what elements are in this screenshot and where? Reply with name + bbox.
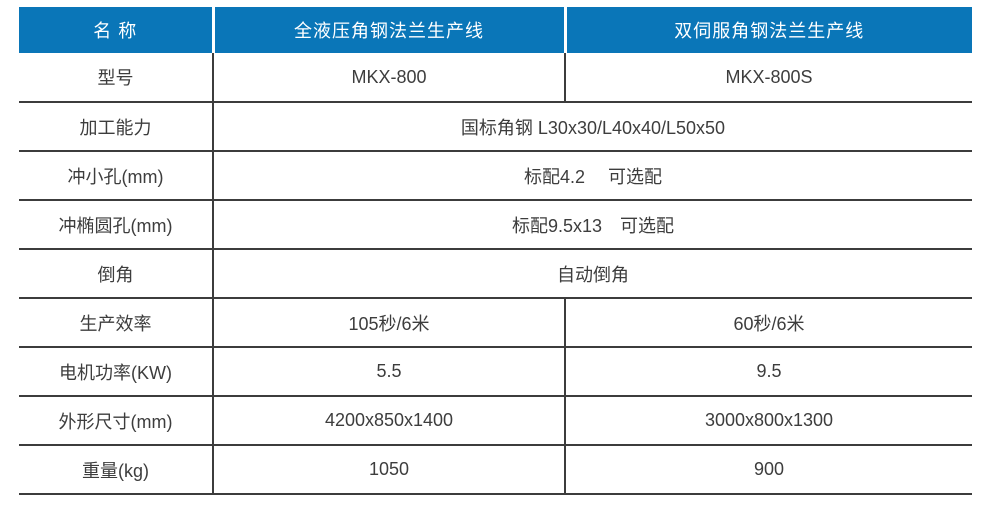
value-product1: 1050 [213,445,565,495]
table-row-weight: 重量(kg) 1050 900 [19,445,972,495]
value-product2: 60秒/6米 [564,298,972,348]
header-product2-cell: 双伺服角钢法兰生产线 [563,7,972,53]
spec-table: 名 称 全液压角钢法兰生产线 双伺服角钢法兰生产线 型号 MKX-800 MKX… [19,7,972,495]
row-label: 生产效率 [19,298,214,348]
value-product1: 105秒/6米 [213,298,565,348]
table-row-capacity: 加工能力 国标角钢 L30x30/L40x40/L50x50 [19,102,972,152]
value-product1: 4200x850x1400 [213,396,565,446]
row-label: 倒角 [19,249,214,299]
value-product2: 900 [564,445,972,495]
value-merged: 标配4.2 可选配 [213,151,972,201]
row-label: 冲小孔(mm) [19,151,214,201]
value-product2: MKX-800S [564,53,972,103]
value-merged: 自动倒角 [213,249,972,299]
table-row-small-hole: 冲小孔(mm) 标配4.2 可选配 [19,151,972,201]
value-product2: 3000x800x1300 [564,396,972,446]
value-product1: 5.5 [213,347,565,397]
row-label: 型号 [19,53,214,103]
header-row: 名 称 全液压角钢法兰生产线 双伺服角钢法兰生产线 [19,7,972,53]
header-product1-cell: 全液压角钢法兰生产线 [211,7,565,53]
table-row-dimensions: 外形尺寸(mm) 4200x850x1400 3000x800x1300 [19,396,972,446]
header-name-cell: 名 称 [19,7,213,53]
table-row-motor-power: 电机功率(KW) 5.5 9.5 [19,347,972,397]
row-label: 加工能力 [19,102,214,152]
row-label: 冲椭圆孔(mm) [19,200,214,250]
row-label: 外形尺寸(mm) [19,396,214,446]
table-row-chamfer: 倒角 自动倒角 [19,249,972,299]
table-row-model: 型号 MKX-800 MKX-800S [19,53,972,103]
value-merged: 标配9.5x13 可选配 [213,200,972,250]
row-label: 电机功率(KW) [19,347,214,397]
table-row-oval-hole: 冲椭圆孔(mm) 标配9.5x13 可选配 [19,200,972,250]
row-label: 重量(kg) [19,445,214,495]
value-merged: 国标角钢 L30x30/L40x40/L50x50 [213,102,972,152]
table-row-efficiency: 生产效率 105秒/6米 60秒/6米 [19,298,972,348]
value-product2: 9.5 [564,347,972,397]
value-product1: MKX-800 [213,53,565,103]
